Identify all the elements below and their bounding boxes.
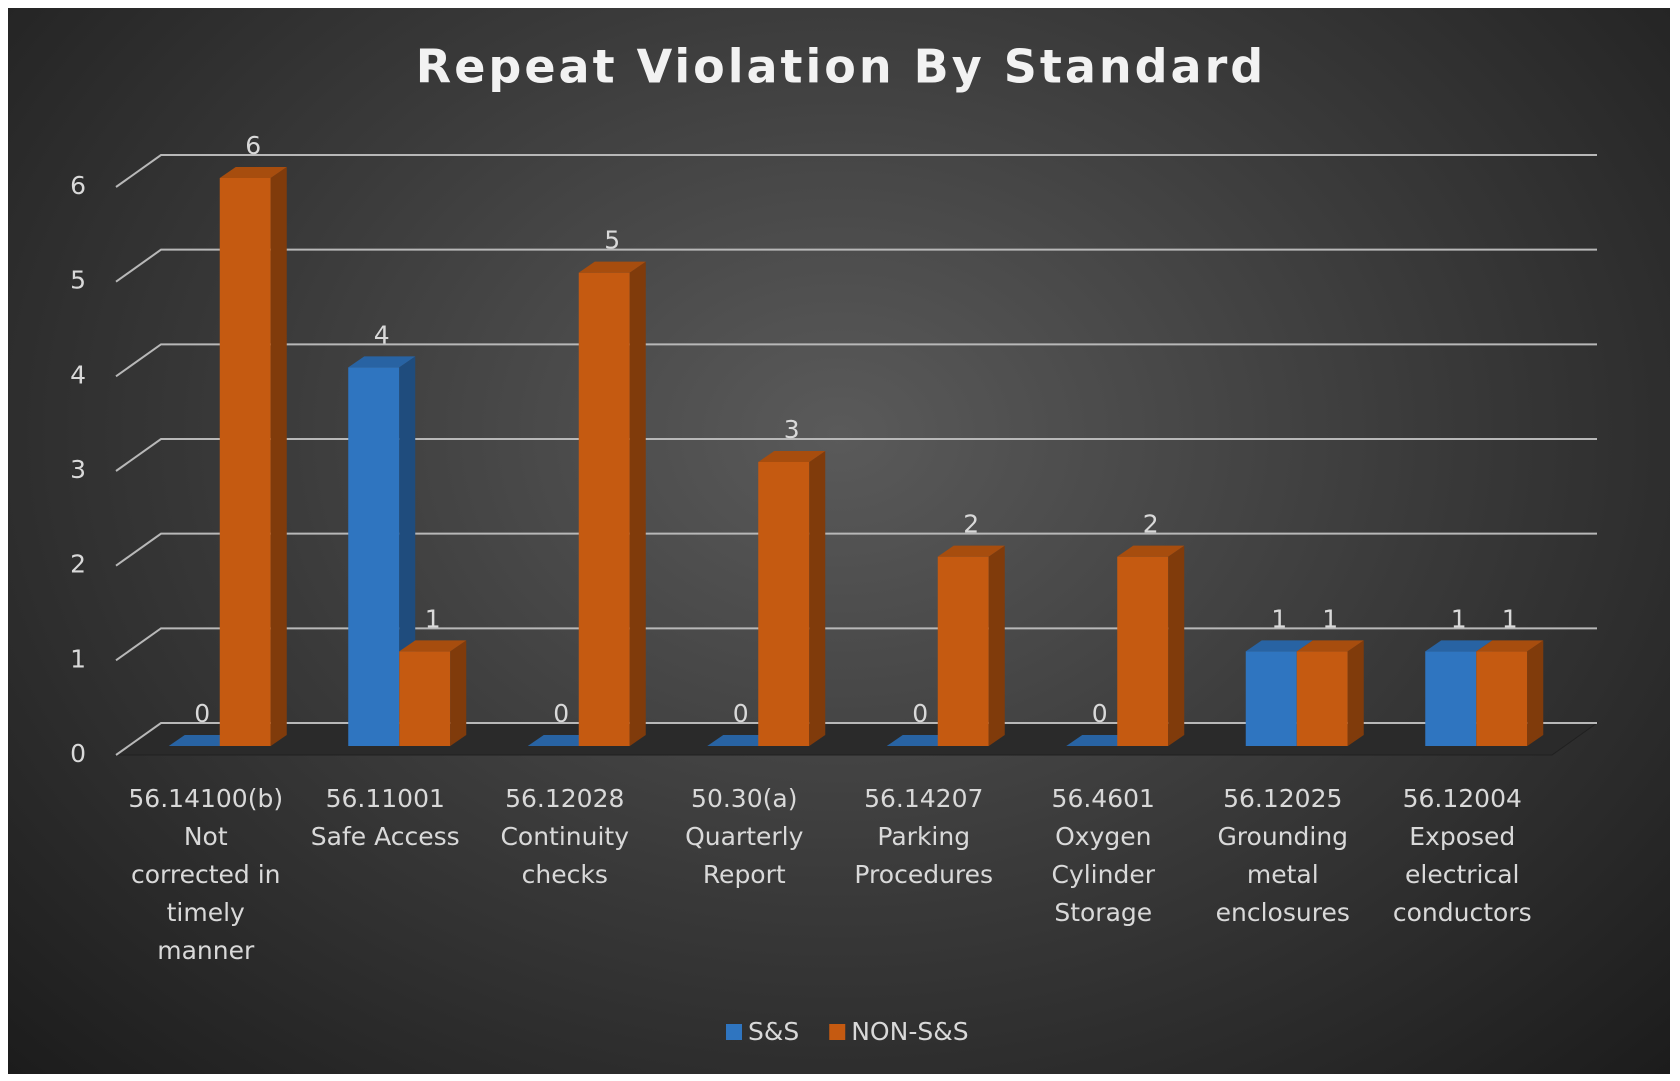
data-label: 2	[963, 510, 979, 539]
y-tick-label: 2	[70, 550, 86, 579]
x-tick-label: 56.4601 Oxygen Cylinder Storage	[1051, 784, 1155, 927]
y-tick-label: 3	[70, 455, 86, 484]
bar	[1066, 735, 1134, 746]
data-label: 1	[1502, 604, 1518, 633]
data-label: 5	[604, 226, 620, 255]
data-label: 6	[245, 131, 261, 160]
legend-swatch	[829, 1024, 846, 1040]
x-tick-label: 50.30(a) Quarterly Report	[685, 784, 804, 889]
bar-top	[937, 545, 1005, 557]
bar-side	[1527, 640, 1544, 746]
grid-line	[115, 627, 1597, 662]
bar	[707, 735, 775, 746]
y-tick-label: 4	[70, 360, 86, 389]
legend-label: S&S	[748, 1017, 799, 1046]
bar-front	[1117, 556, 1169, 746]
bar-side	[270, 167, 287, 746]
data-label: 1	[1451, 604, 1467, 633]
bar-front	[219, 178, 271, 746]
bar	[758, 451, 826, 746]
bar-top	[219, 167, 287, 178]
chart-frame: Repeat Violation By Standard 0 1 2 3 4 5 6 0 6 4 1…	[8, 8, 1670, 1074]
bar	[527, 735, 595, 746]
bar-side	[1347, 640, 1364, 746]
grid-line	[115, 532, 1597, 567]
data-label: 2	[1143, 510, 1159, 539]
data-label: 0	[553, 699, 569, 728]
bar-front	[937, 556, 989, 746]
bar-top	[1425, 640, 1493, 652]
data-label: 1	[1322, 604, 1338, 633]
bar	[399, 640, 467, 746]
bar	[886, 735, 954, 746]
bar-top	[168, 735, 236, 746]
bar	[219, 167, 287, 746]
bar-front	[1245, 651, 1297, 746]
y-tick-label: 0	[70, 739, 86, 768]
y-tick-label: 6	[70, 171, 86, 200]
bar-front	[348, 367, 400, 746]
bar-top	[527, 735, 595, 746]
bar	[937, 545, 1005, 746]
legend-label: NON-S&S	[851, 1017, 968, 1046]
floor	[114, 722, 1599, 756]
data-label: 1	[1271, 604, 1287, 633]
bar	[1117, 545, 1185, 746]
bar-front	[1476, 651, 1528, 746]
y-tick-label: 1	[70, 644, 86, 673]
bar-side	[988, 545, 1005, 746]
bar-top	[1296, 640, 1364, 652]
grid-line	[115, 248, 1597, 283]
bar-top	[758, 451, 826, 462]
chart: Repeat Violation By Standard 0 1 2 3 4 5 6 0 6 4 1…	[70, 40, 1599, 1046]
bar-side	[1168, 545, 1185, 746]
bar-front	[1296, 651, 1348, 746]
bar-front	[758, 462, 810, 746]
x-tick-label: 56.14207 Parking Procedures	[854, 784, 994, 889]
bar	[1296, 640, 1364, 746]
legend-swatch	[726, 1024, 742, 1040]
bar	[348, 356, 416, 746]
bar-top	[707, 735, 775, 746]
y-tick-label: 5	[70, 266, 86, 295]
grid-line	[115, 343, 1597, 378]
bar-side	[450, 640, 467, 746]
bar-top	[399, 640, 467, 652]
bar-side	[629, 261, 646, 746]
grid-line	[115, 154, 1597, 188]
bar-side	[809, 451, 826, 746]
x-tick-label: 56.12004 Exposed electrical conductors	[1392, 784, 1532, 927]
bar-front	[1425, 651, 1477, 746]
data-label: 0	[194, 699, 210, 728]
bar	[578, 261, 646, 746]
bar-top	[1245, 640, 1313, 652]
bar-top	[1476, 640, 1544, 652]
bar	[1476, 640, 1544, 746]
bar-front	[399, 651, 451, 746]
grid-line	[115, 438, 1597, 472]
x-tick-label: 56.12025 Grounding metal enclosures	[1215, 784, 1350, 927]
data-label: 0	[912, 699, 928, 728]
x-tick-label: 56.11001 Safe Access	[310, 784, 460, 851]
data-label: 0	[1092, 699, 1108, 728]
bar-top	[578, 261, 646, 273]
data-label: 3	[784, 415, 800, 444]
bar-top	[1066, 735, 1134, 746]
bar-front	[578, 272, 630, 746]
data-label: 4	[374, 320, 390, 349]
bar-top	[1117, 545, 1185, 557]
bar-top	[886, 735, 954, 746]
chart-title: Repeat Violation By Standard	[416, 40, 1266, 94]
data-label: 1	[425, 604, 441, 633]
bar-top	[348, 356, 416, 368]
x-tick-label: 56.12028 Continuity checks	[500, 784, 630, 889]
x-tick-label: 56.14100(b) Not corrected in timely mann…	[128, 784, 284, 965]
data-label: 0	[733, 699, 749, 728]
bar	[168, 735, 236, 746]
